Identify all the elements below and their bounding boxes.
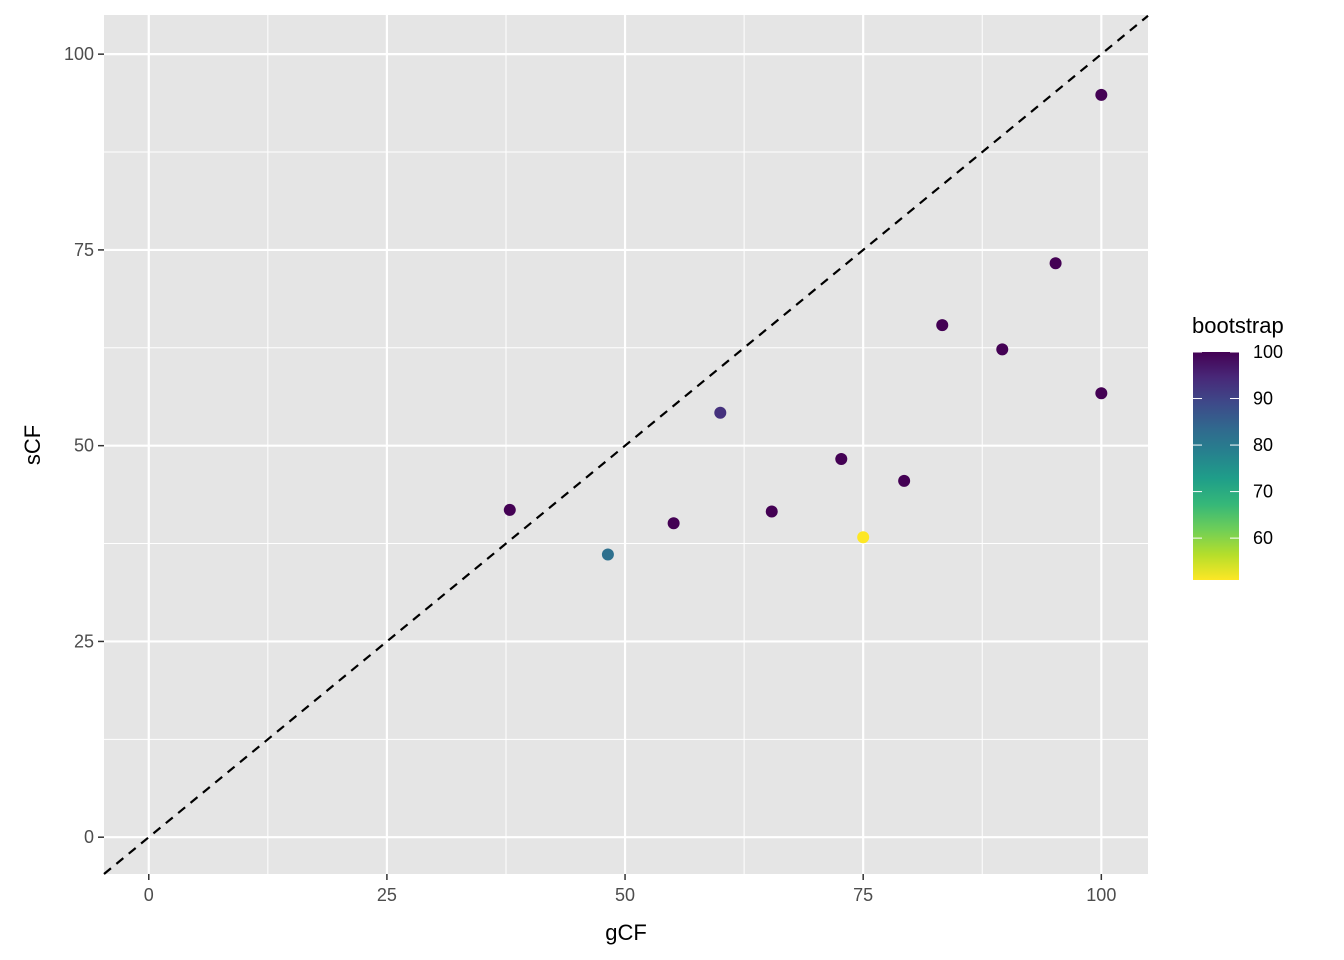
colorbar-tick-label: 70 — [1253, 482, 1273, 502]
x-tick-label: 0 — [144, 885, 154, 905]
data-point — [898, 474, 911, 487]
legend: bootstrap 60 70 80 90 100 — [1192, 313, 1284, 580]
reference-line-y-equals-x — [103, 14, 1149, 875]
x-tick-label: 25 — [377, 885, 397, 905]
y-tick-label: 100 — [64, 44, 94, 64]
colorbar-tick-label: 90 — [1253, 389, 1273, 409]
data-point — [857, 531, 870, 544]
legend-title: bootstrap — [1192, 313, 1284, 338]
data-point — [503, 503, 516, 516]
data-point — [667, 517, 680, 530]
colorbar-tick-label: 60 — [1253, 528, 1273, 548]
x-tick-label: 50 — [615, 885, 635, 905]
y-tick-label: 25 — [74, 631, 94, 651]
data-point — [1095, 88, 1108, 101]
data-point — [601, 548, 614, 561]
y-tick-label: 50 — [74, 436, 94, 456]
y-tick-label: 0 — [84, 827, 94, 847]
data-point — [835, 452, 848, 465]
colorbar-tick-label: 100 — [1253, 342, 1283, 362]
colorbar — [1193, 352, 1239, 580]
data-point — [765, 505, 778, 518]
x-axis-label: gCF — [605, 920, 647, 945]
data-point — [1049, 257, 1062, 270]
data-point — [714, 406, 727, 419]
y-axis-label: sCF — [20, 425, 45, 465]
data-point — [936, 319, 949, 332]
x-tick-label: 75 — [853, 885, 873, 905]
y-tick-label: 75 — [74, 240, 94, 260]
x-tick-label: 100 — [1086, 885, 1116, 905]
colorbar-tick-label: 80 — [1253, 435, 1273, 455]
data-point — [996, 343, 1009, 356]
data-point — [1095, 387, 1108, 400]
